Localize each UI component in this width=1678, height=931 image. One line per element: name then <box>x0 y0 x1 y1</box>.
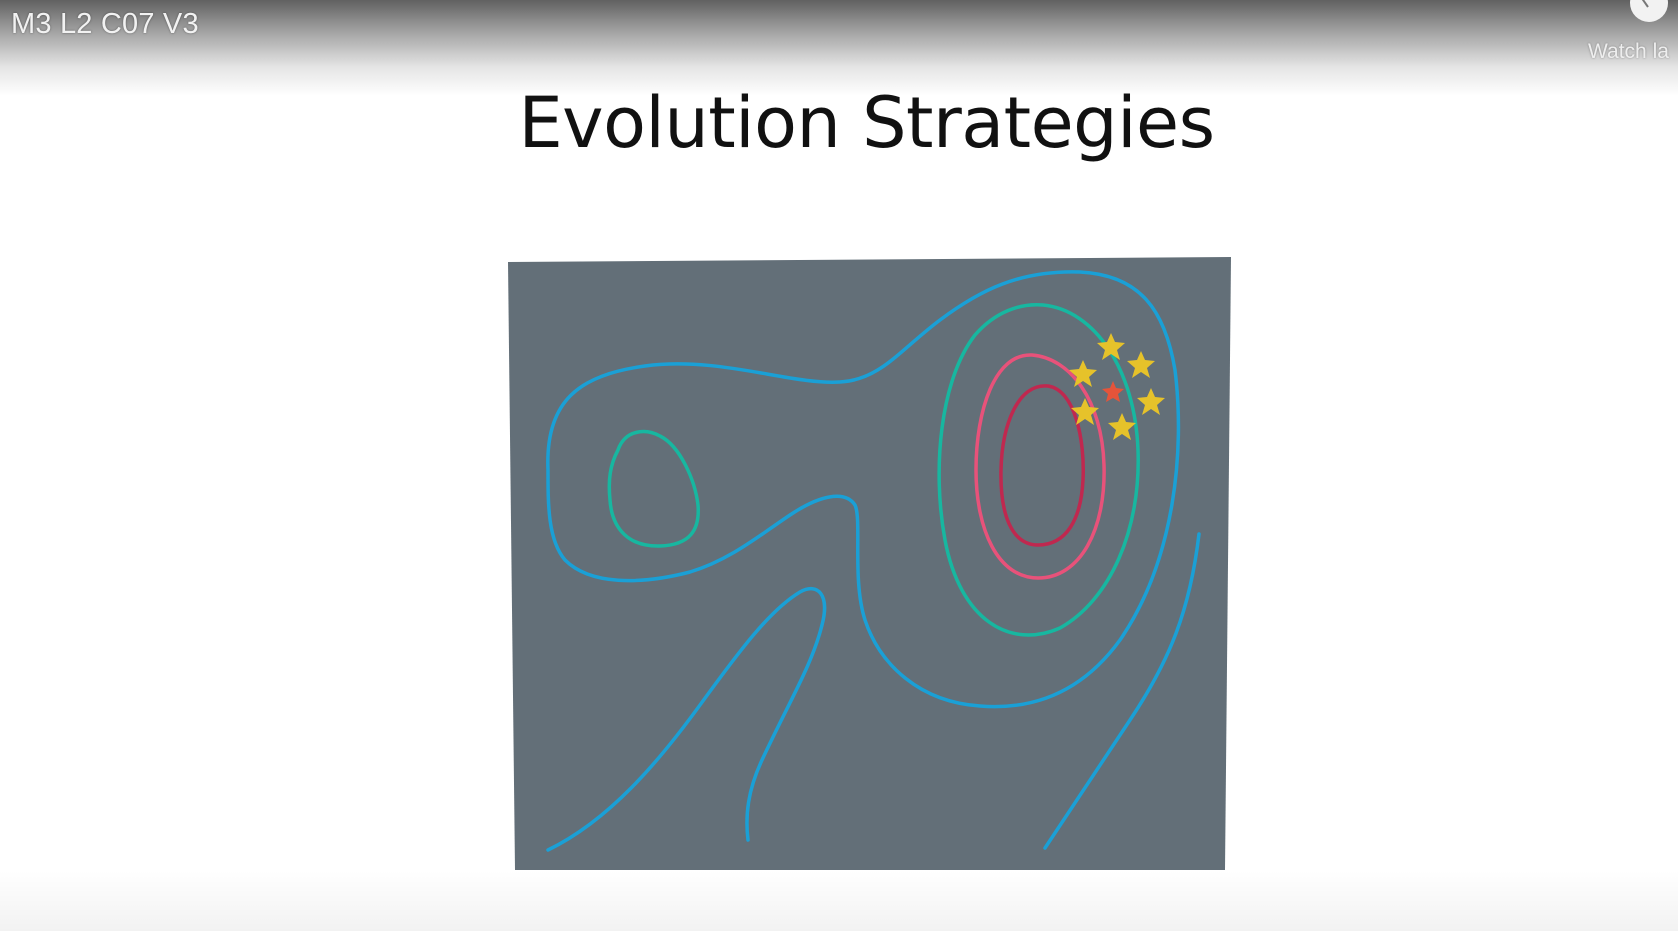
clock-icon <box>1630 0 1668 22</box>
diagram-panel <box>508 257 1231 870</box>
sample-star <box>1071 398 1099 425</box>
contour-peak-middle <box>937 302 1140 637</box>
player-bottom-overlay <box>0 870 1678 931</box>
sample-star <box>1069 360 1097 387</box>
watch-later-button[interactable]: Watch la <box>1586 0 1678 70</box>
contour-right-branch <box>1043 532 1201 850</box>
contour-left-small <box>607 429 700 548</box>
contour-outer-main <box>546 270 1181 709</box>
sample-star <box>1137 388 1165 415</box>
contour-peak-core <box>999 384 1085 547</box>
contour-lower-branch <box>546 586 827 852</box>
sample-star <box>1127 351 1155 378</box>
watch-later-label: Watch la <box>1588 40 1669 63</box>
sample-stars <box>1069 333 1165 440</box>
sample-star <box>1097 333 1125 360</box>
center-star <box>1102 381 1124 402</box>
player-top-overlay <box>0 0 1678 96</box>
sample-star <box>1108 413 1136 440</box>
video-title[interactable]: M3 L2 C07 V3 <box>11 8 199 40</box>
slide-title: Evolution Strategies <box>518 82 1215 164</box>
